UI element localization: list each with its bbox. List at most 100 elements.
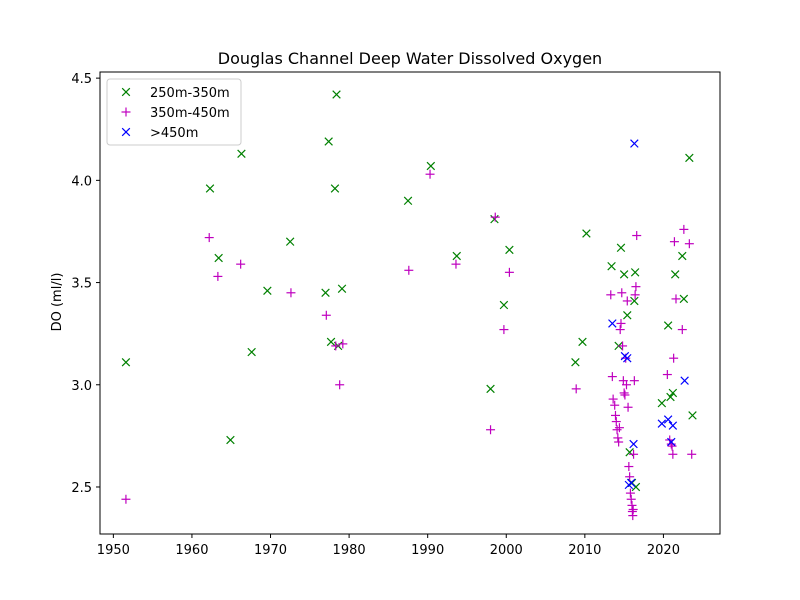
data-point <box>324 137 333 146</box>
data-point <box>426 161 436 171</box>
data-point <box>671 294 681 304</box>
data-point <box>607 372 617 382</box>
data-point <box>286 288 296 298</box>
data-point <box>668 421 678 430</box>
data-point <box>629 449 639 459</box>
data-point <box>632 231 642 241</box>
x-tick-label: 1960 <box>175 543 208 558</box>
data-point <box>335 380 345 390</box>
data-point <box>321 288 330 298</box>
data-point <box>612 425 622 435</box>
data-points <box>121 90 697 521</box>
data-point <box>668 449 678 459</box>
data-point <box>425 169 435 179</box>
data-point <box>626 478 636 488</box>
plot-frame <box>99 71 721 535</box>
data-point <box>213 271 223 281</box>
data-point <box>667 437 676 447</box>
data-point <box>631 282 641 292</box>
data-point <box>677 325 687 335</box>
data-point <box>629 439 638 449</box>
legend-marker <box>121 127 131 137</box>
data-point <box>236 259 246 269</box>
y-tick-label: 2.5 <box>71 481 92 496</box>
y-tick-label: 3.0 <box>71 379 92 394</box>
data-point <box>578 337 587 347</box>
data-point <box>615 325 625 335</box>
data-point <box>624 462 634 472</box>
data-point <box>404 265 414 275</box>
data-point <box>684 239 694 249</box>
data-point <box>214 253 223 263</box>
legend-marker <box>121 87 131 97</box>
data-point <box>630 296 639 306</box>
data-point <box>657 398 667 408</box>
data-point <box>630 268 640 277</box>
data-point <box>614 423 624 433</box>
data-point <box>688 411 697 420</box>
x-tick-label: 2010 <box>568 543 601 558</box>
data-point <box>571 384 581 394</box>
data-point <box>625 472 635 482</box>
data-point <box>505 245 514 255</box>
data-point <box>619 270 629 279</box>
data-point <box>666 439 676 449</box>
data-point <box>630 290 640 300</box>
data-point <box>663 321 673 330</box>
x-tick-label: 1950 <box>97 543 130 558</box>
data-point <box>680 376 689 385</box>
legend-entry: 250m-350m <box>121 86 230 101</box>
data-point <box>663 415 673 424</box>
series-1 <box>121 169 697 521</box>
data-point <box>321 310 331 320</box>
x-tick-label: 1970 <box>254 543 287 558</box>
data-point <box>608 394 618 404</box>
data-point <box>614 437 624 447</box>
data-point <box>679 224 689 234</box>
data-point <box>679 294 689 304</box>
data-point <box>621 380 631 390</box>
data-point <box>620 390 630 400</box>
data-point <box>499 325 509 335</box>
x-tick-label: 1980 <box>333 543 366 558</box>
data-point <box>452 251 462 261</box>
data-point <box>237 149 246 159</box>
data-point <box>121 494 131 504</box>
data-point <box>666 392 675 402</box>
data-point <box>617 288 627 298</box>
data-point <box>613 433 623 443</box>
y-tick-label: 4.0 <box>71 174 92 189</box>
data-point <box>608 319 617 328</box>
data-point <box>616 243 626 253</box>
data-point <box>607 261 616 271</box>
y-tick-label: 3.5 <box>71 277 92 292</box>
data-point <box>338 339 348 349</box>
data-point <box>669 353 679 363</box>
data-point <box>628 504 638 514</box>
legend-label: >450m <box>150 126 198 141</box>
data-point <box>619 388 629 398</box>
data-point <box>606 290 616 300</box>
data-point <box>669 237 679 247</box>
data-point <box>610 400 620 410</box>
data-point <box>668 388 678 398</box>
data-point <box>451 259 461 269</box>
data-point <box>623 353 632 363</box>
x-tick-label: 2020 <box>647 543 680 558</box>
data-point <box>204 233 214 243</box>
data-point <box>618 341 628 351</box>
data-point <box>582 229 591 238</box>
y-tick-label: 4.5 <box>71 72 92 87</box>
data-point <box>486 425 496 435</box>
chart-title: Douglas Channel Deep Water Dissolved Oxy… <box>218 49 602 68</box>
data-point <box>571 358 580 367</box>
legend-label: 350m-450m <box>150 106 230 121</box>
data-point <box>226 435 235 445</box>
data-point <box>332 90 341 99</box>
data-point <box>285 237 295 246</box>
y-axis-label: DO (ml/l) <box>50 273 65 332</box>
data-point <box>403 196 413 206</box>
data-point <box>121 358 131 367</box>
data-point <box>625 488 635 498</box>
